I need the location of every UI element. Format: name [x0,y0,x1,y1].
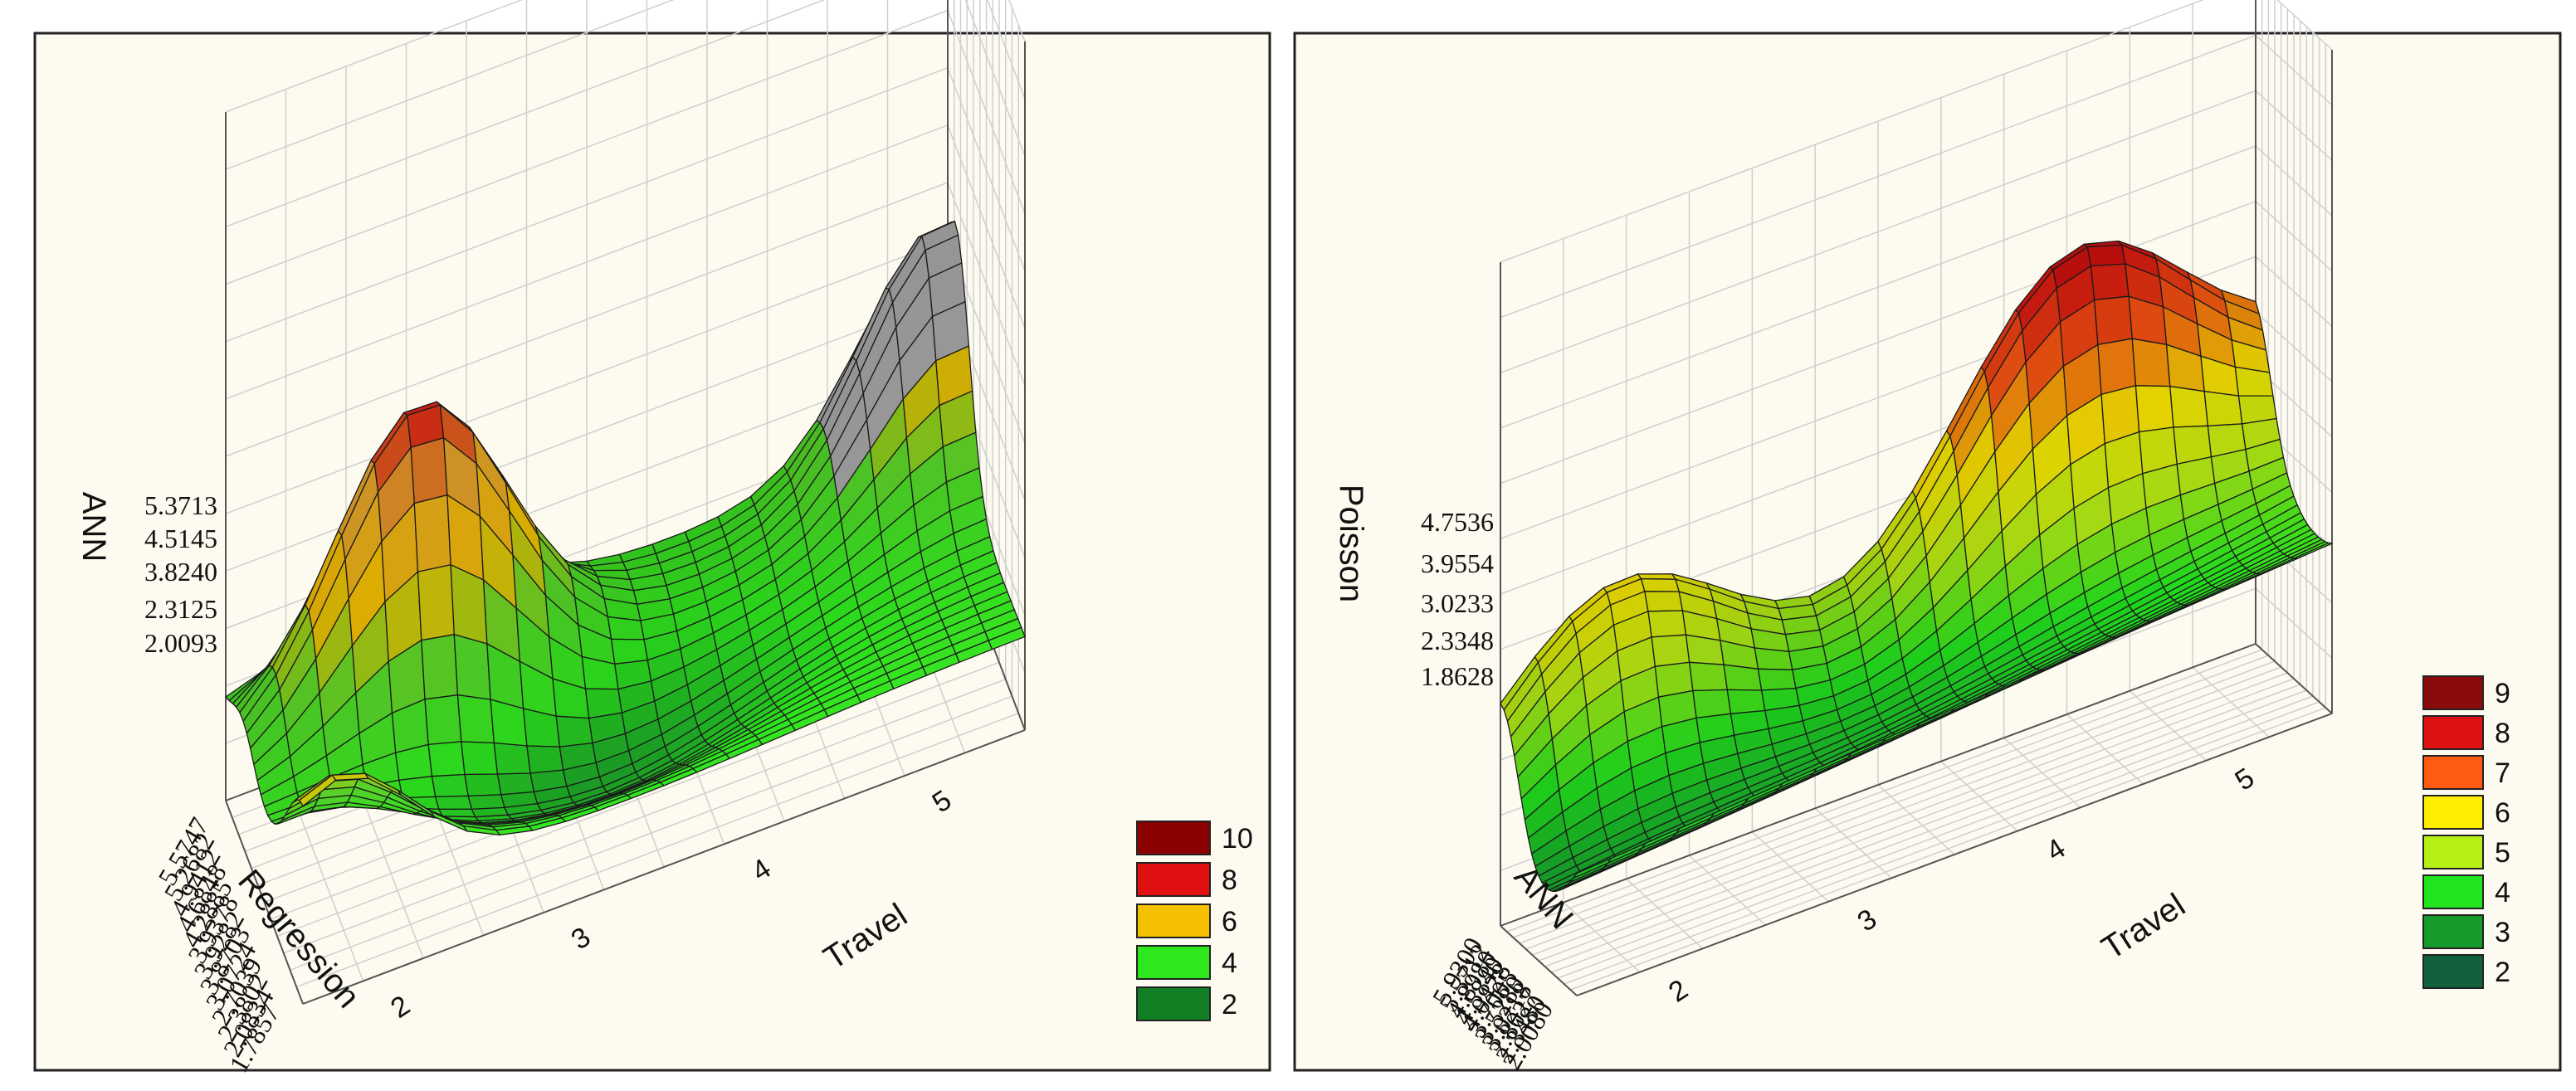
surface-cell [2131,338,2171,387]
surface-cell [421,634,459,700]
surface-cell [456,694,495,744]
surface-cell [1689,661,1728,692]
surface-cell [2293,542,2333,559]
legend-swatch [2422,874,2484,909]
surface-cell [2203,391,2243,426]
surface-cell [2134,385,2174,433]
chart-panel-poisson-surface: 4.75363.95543.02332.33481.8628Poisson5.9… [1293,0,2562,1074]
surface-cell [1757,668,1797,691]
surface-cell [1726,689,1766,714]
legend: 9 8 7 6 5 4 3 2 [2422,675,2510,989]
z-tick-label: 5.3713 [144,490,217,520]
surface-cell [607,616,645,640]
legend-swatch [1136,986,1211,1021]
legend-swatch [2422,914,2484,949]
surface-cell [417,564,455,641]
legend-label: 3 [2495,917,2510,948]
legend-label: 8 [1222,865,1237,896]
surface-cell [2169,385,2209,428]
surface-cell [2094,295,2133,346]
z-axis-label: Poisson [1333,485,1369,602]
surface-cell [493,742,531,775]
surface-cell [435,795,473,811]
z-tick-label: 2.0093 [144,628,217,658]
surface-cell [424,694,462,746]
legend-label: 4 [1222,947,1237,979]
surface-cell [988,626,1026,650]
surface-mesh [225,220,1026,836]
legend-label: 8 [2495,718,2510,749]
surface-cell [496,772,534,796]
surface-cell [1640,577,1680,592]
surface-cell [1651,634,1690,667]
legend-swatch [1136,903,1211,938]
surface-mesh [1500,240,2333,892]
surface-cell [467,794,505,811]
legend-label: 5 [2495,837,2510,869]
legend-swatch [2422,755,2484,790]
legend-label: 9 [2495,678,2510,709]
legend-swatch [1136,945,1211,980]
legend-swatch [2422,795,2484,830]
legend-label: 10 [1222,823,1253,855]
surface-cell [331,772,369,782]
legend-label: 7 [2495,757,2510,789]
legend-label: 6 [1222,906,1237,938]
legend-label: 6 [2495,797,2510,829]
legend-swatch [1136,821,1211,855]
surface-cell [1723,664,1763,691]
surface-cell [453,634,491,700]
legend-swatch [1136,862,1211,897]
legend-label: 2 [2495,957,2510,988]
z-tick-label: 2.3348 [1421,626,1494,655]
surface-cell [555,715,593,748]
surface-cell [1644,591,1684,612]
surface-cell [410,437,448,504]
legend-swatch [2422,675,2484,710]
legend-label: 4 [2495,877,2510,908]
z-tick-label: 2.3125 [144,594,217,624]
z-axis-label: ANN [76,492,112,562]
surface-cell [1754,647,1793,670]
z-tick-label: 4.5145 [144,524,217,553]
z-tick-label: 3.9554 [1421,548,1494,578]
legend-swatch [2422,954,2484,989]
surface-cell [427,741,466,777]
surface-cell [461,741,499,776]
z-tick-label: 1.8628 [1421,661,1494,691]
surface-cell [413,494,451,572]
chart-panel-ann-surface: 5.37134.51453.82402.31252.0093ANN5.57475… [33,0,1271,1078]
legend-swatch [2422,835,2484,869]
surface-cell [464,773,502,797]
z-tick-label: 4.7536 [1421,507,1494,537]
surface-cell [2090,263,2130,301]
surface-cell [1647,610,1687,638]
surface-cell [526,745,564,774]
legend: 10 8 6 4 2 [1136,821,1253,1021]
surface-cell [2086,244,2126,267]
z-tick-label: 3.8240 [144,557,217,587]
legend-label: 2 [1222,989,1237,1020]
z-tick-label: 3.0233 [1421,588,1494,618]
surface-cell [2097,338,2137,396]
surface-cell [431,773,469,798]
surface-cell [1692,689,1732,719]
legend-swatch [2422,715,2484,750]
